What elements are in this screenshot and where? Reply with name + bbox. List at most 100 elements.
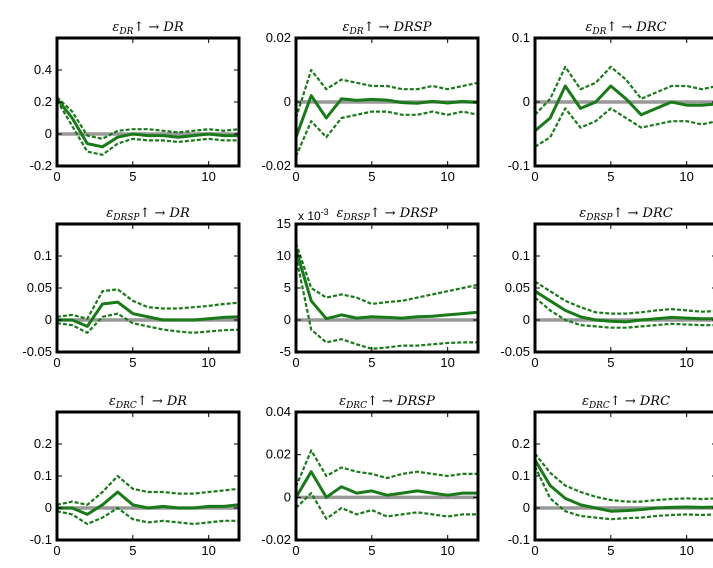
lower-band-line bbox=[535, 107, 713, 148]
panel-title: εDR↑ → DRC bbox=[585, 20, 666, 37]
axes-frame bbox=[533, 410, 713, 542]
y-tick-label: -0.2 bbox=[30, 158, 52, 173]
irf-line bbox=[57, 300, 239, 328]
x-tick-label: 10 bbox=[201, 543, 215, 558]
axes-frame bbox=[294, 222, 480, 354]
y-tick-label: -0.02 bbox=[261, 158, 291, 173]
lower-band-line bbox=[57, 312, 239, 334]
x-tick-label: 5 bbox=[129, 169, 136, 184]
x-tick-label: 5 bbox=[368, 169, 375, 184]
y-tick-label: -5 bbox=[279, 344, 291, 359]
y-tick-label: 0.04 bbox=[266, 404, 291, 419]
y-tick-label: 0 bbox=[523, 312, 530, 327]
x-tick-label: 0 bbox=[292, 169, 299, 184]
x-tick-label: 5 bbox=[607, 543, 614, 558]
y-tick-label: -0.1 bbox=[508, 158, 530, 173]
y-tick-label: -0.05 bbox=[500, 344, 530, 359]
y-tick-label: -0.02 bbox=[261, 532, 291, 547]
y-tick-label: -0.1 bbox=[30, 532, 52, 547]
axes-frame bbox=[55, 410, 241, 542]
y-tick-label: 0.4 bbox=[34, 62, 52, 77]
y-tick-label: 0 bbox=[523, 94, 530, 109]
upper-band-line bbox=[57, 288, 239, 320]
x-tick-label: 0 bbox=[292, 543, 299, 558]
lower-band-line bbox=[296, 492, 478, 520]
y-tick-label: 0.1 bbox=[512, 248, 530, 263]
y-tick-label: 0 bbox=[45, 126, 52, 141]
x-tick-label: 5 bbox=[129, 355, 136, 370]
lower-band-line bbox=[296, 110, 478, 157]
upper-band-line bbox=[535, 452, 713, 503]
y-tick-label: 15 bbox=[277, 216, 291, 231]
y-tick-label: 5 bbox=[284, 280, 291, 295]
x-tick-label: 0 bbox=[53, 169, 60, 184]
y-tick-label: 0 bbox=[284, 489, 291, 504]
x-tick-label: 10 bbox=[440, 169, 454, 184]
x-tick-label: 10 bbox=[679, 355, 693, 370]
upper-band-line bbox=[296, 68, 478, 119]
y-tick-label: -0.1 bbox=[508, 532, 530, 547]
lower-band-line bbox=[57, 99, 239, 156]
x-tick-label: 10 bbox=[679, 169, 693, 184]
x-tick-label: 0 bbox=[53, 543, 60, 558]
y-tick-label: 0.2 bbox=[34, 436, 52, 451]
x-tick-label: 5 bbox=[607, 169, 614, 184]
x-tick-label: 10 bbox=[201, 169, 215, 184]
y-tick-label: 10 bbox=[277, 248, 291, 263]
lower-band-line bbox=[296, 255, 478, 350]
irf-line bbox=[296, 470, 478, 499]
axes-frame bbox=[55, 222, 241, 354]
panel-title: εDRSP↑ → DRC bbox=[579, 206, 672, 223]
upper-band-line bbox=[57, 96, 239, 140]
x-tick-label: 5 bbox=[368, 355, 375, 370]
irf-line bbox=[296, 249, 478, 321]
panel-title: εDRC↑ → DRSP bbox=[339, 394, 435, 411]
panel-title: εDRSP↑ → DR bbox=[106, 206, 190, 223]
panel-title: εDRC↑ → DR bbox=[109, 394, 187, 411]
y-tick-label: 0 bbox=[284, 312, 291, 327]
irf-line bbox=[535, 289, 713, 324]
y-tick-label: 0 bbox=[45, 500, 52, 515]
irf-line bbox=[535, 459, 713, 513]
lower-band-line bbox=[535, 465, 713, 521]
panel-title: εDR↑ → DRSP bbox=[343, 20, 432, 37]
y-tick-label: 0.1 bbox=[34, 248, 52, 263]
upper-band-line bbox=[535, 65, 713, 116]
x-tick-label: 0 bbox=[531, 543, 538, 558]
y-tick-label: 0.2 bbox=[512, 436, 530, 451]
x-tick-label: 5 bbox=[368, 543, 375, 558]
axes-frame bbox=[533, 222, 713, 354]
y-tick-label: 0.1 bbox=[34, 468, 52, 483]
upper-band-line bbox=[535, 280, 713, 315]
upper-band-line bbox=[296, 449, 478, 488]
y-tick-label: 0.1 bbox=[512, 468, 530, 483]
x-tick-label: 0 bbox=[53, 355, 60, 370]
y-tick-label: -0.05 bbox=[22, 344, 52, 359]
x-tick-label: 0 bbox=[531, 169, 538, 184]
y-tick-label: 0.1 bbox=[512, 30, 530, 45]
x-tick-label: 10 bbox=[440, 543, 454, 558]
irf-line bbox=[296, 94, 478, 138]
upper-band-line bbox=[57, 474, 239, 506]
x-tick-label: 10 bbox=[440, 355, 454, 370]
lower-band-line bbox=[57, 506, 239, 526]
y-tick-label: 0 bbox=[284, 94, 291, 109]
y-tick-label: 0 bbox=[523, 500, 530, 515]
y-tick-label: 0.2 bbox=[34, 94, 52, 109]
x-tick-label: 5 bbox=[129, 543, 136, 558]
irf-line bbox=[535, 84, 713, 132]
exponent-label: x 10-3 bbox=[298, 207, 329, 223]
y-tick-label: 0 bbox=[45, 312, 52, 327]
x-tick-label: 10 bbox=[201, 355, 215, 370]
panel-title: εDR↑ → DR bbox=[112, 20, 183, 37]
panel-title: εDRC↑ → DRC bbox=[582, 394, 670, 411]
panel-title: εDRSP↑ → DRSP bbox=[336, 206, 437, 223]
